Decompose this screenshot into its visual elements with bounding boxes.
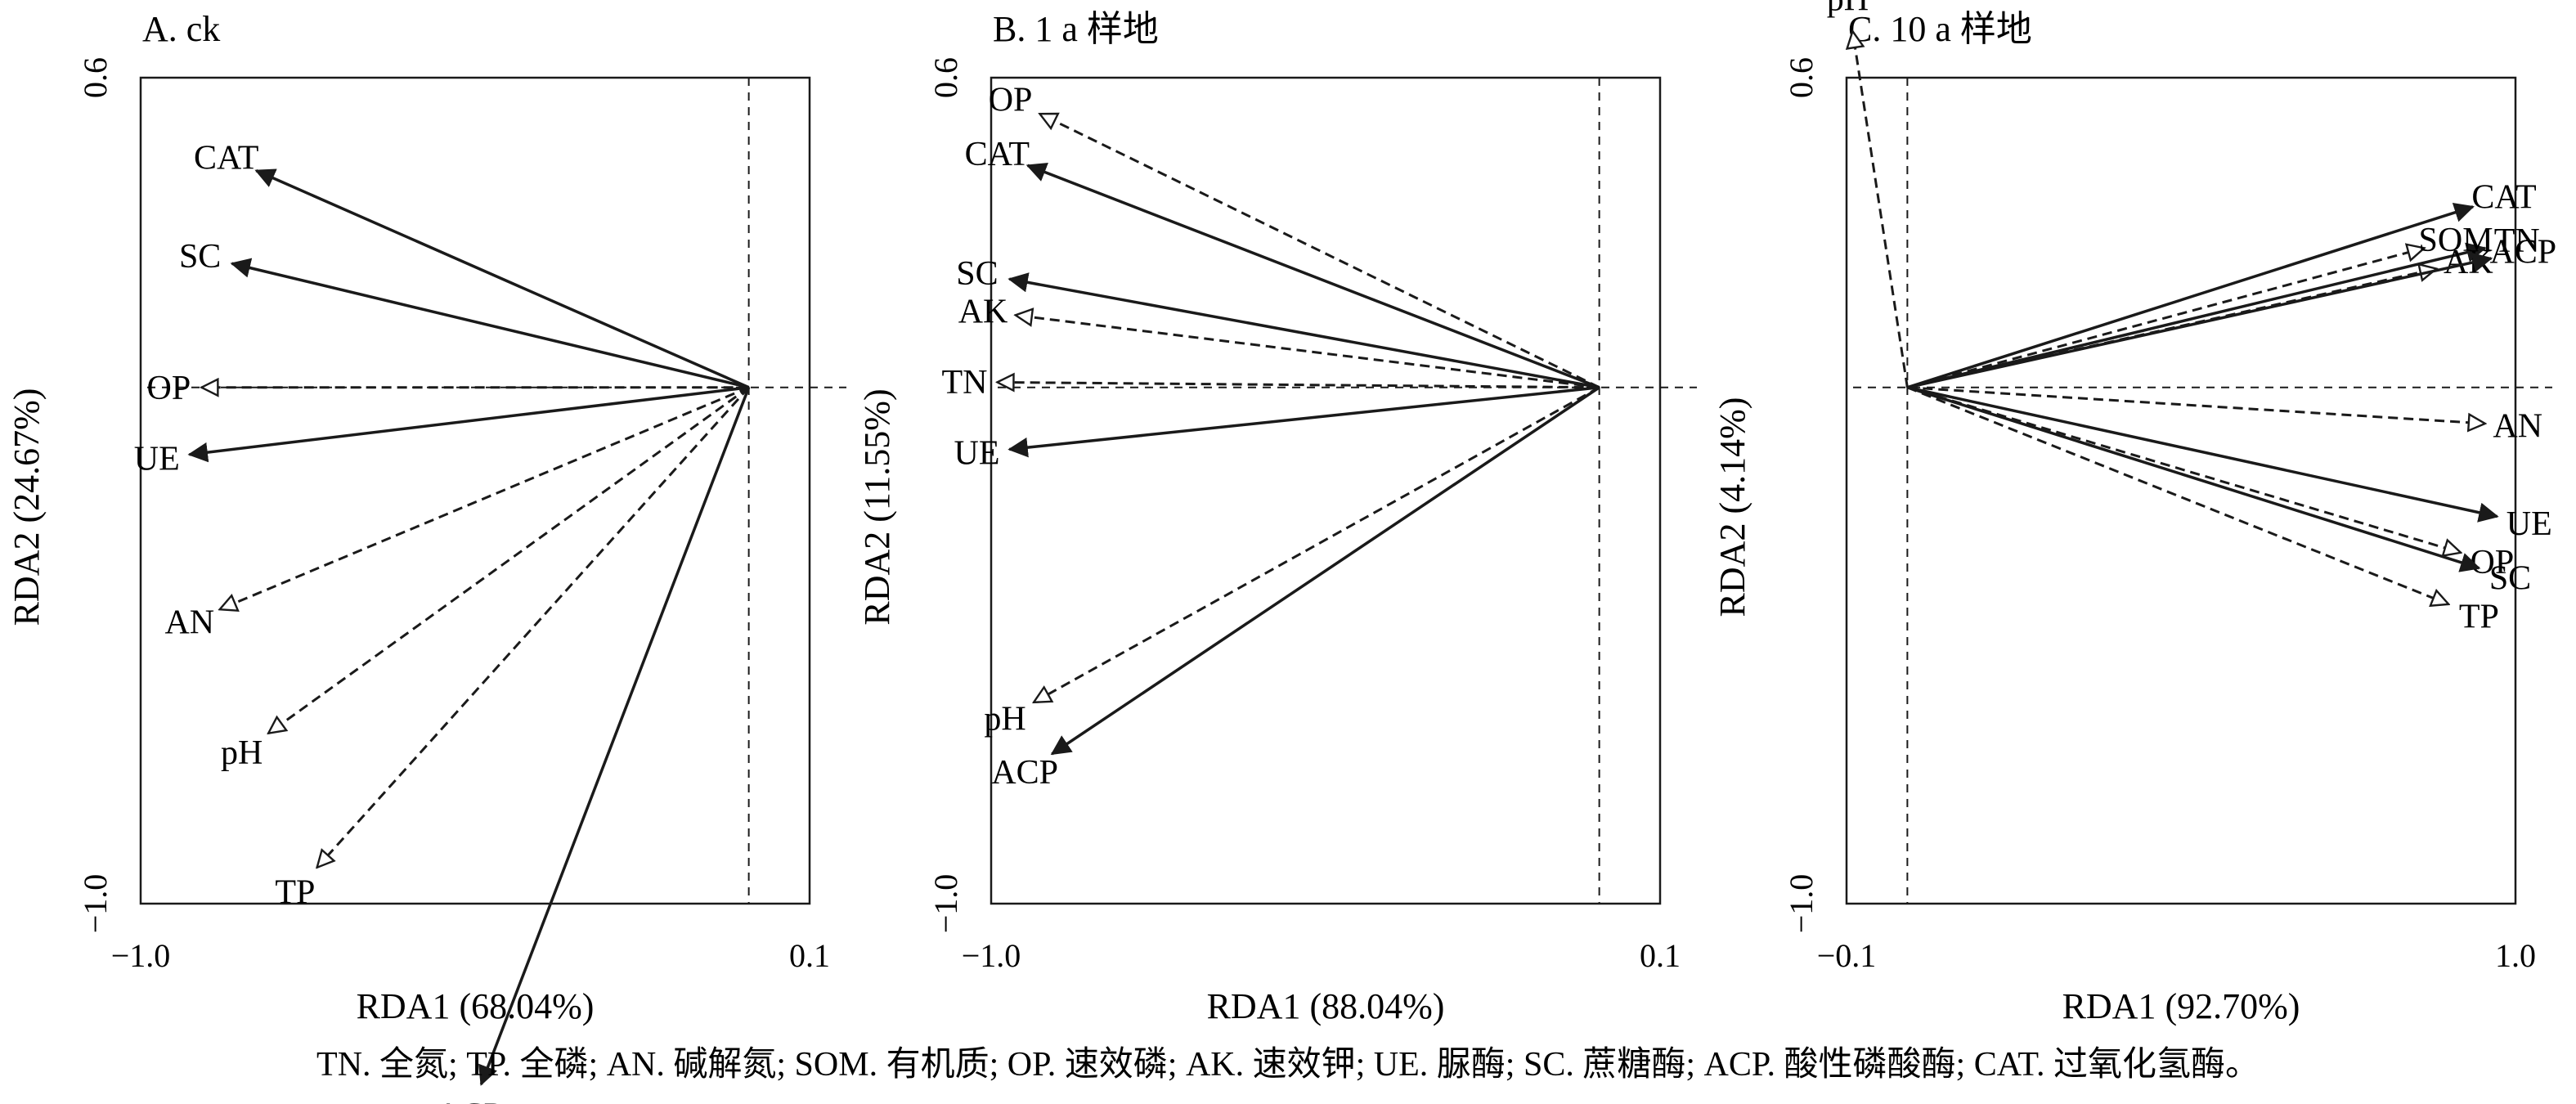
vector-ue [187, 386, 749, 463]
vector-label-tn: TN [941, 364, 987, 402]
vector-ph [1034, 386, 1600, 704]
y-axis-label: RDA2 (24.67%) [7, 388, 47, 626]
vector-label-sc: SC [2489, 560, 2531, 598]
vector-label-ph: pH [984, 700, 1025, 738]
x-tick-label: 0.1 [789, 937, 830, 974]
vector-label-cat: CAT [194, 140, 258, 177]
vector-label-op: OP [989, 82, 1033, 119]
x-tick-label: −1.0 [962, 937, 1021, 974]
x-tick-label: 0.1 [1640, 937, 1681, 974]
vector-tp [1906, 386, 2448, 604]
y-axis-label: RDA2 (11.55%) [857, 388, 897, 625]
vector-ph [1852, 31, 1909, 388]
vector-som [1906, 248, 2424, 389]
vector-sc [230, 258, 750, 389]
plot-frame [139, 76, 811, 905]
vector-label-tp: TP [2459, 599, 2499, 636]
y-tick-label: −1.0 [1783, 874, 1820, 934]
vector-acp [1906, 252, 2493, 389]
vector-label-sc: SC [956, 255, 998, 293]
vector-cat [254, 168, 750, 389]
y-tick-label: −1.0 [927, 874, 964, 934]
x-tick-label: −1.0 [111, 937, 171, 974]
vector-label-ue: UE [2506, 505, 2552, 543]
vector-ph [268, 386, 750, 734]
vector-label-sc: SC [179, 238, 221, 276]
vector-cat [1906, 202, 2475, 389]
vector-label-acp: ACP [436, 1097, 503, 1104]
vector-cat [1025, 163, 1600, 389]
vector-tn [997, 382, 1600, 387]
vector-label-op: OP [147, 370, 191, 407]
vector-label-cat: CAT [2471, 179, 2536, 217]
panel-title: A. ck [142, 9, 220, 49]
vector-label-cat: CAT [965, 136, 1030, 173]
vector-acp [1050, 386, 1600, 756]
y-tick-label: 0.6 [927, 57, 964, 98]
rda-panel-1: A. ck −1.0 0.1 0.6 −1.0 RDA1 (68.04%) RDA2 (24… [7, 9, 846, 1104]
rda-panel-3: C. 10 a 样地 −0.1 1.0 0.6 −1.0 RDA1 (92.70%) RDA… [1712, 0, 2556, 1026]
y-tick-label: 0.6 [77, 57, 114, 98]
x-axis-label: RDA1 (68.04%) [357, 986, 595, 1026]
vector-op [1906, 386, 2461, 553]
x-tick-label: 1.0 [2495, 937, 2536, 974]
vector-an [220, 386, 750, 609]
vector-ue [1906, 386, 2499, 523]
y-axis-label: RDA2 (4.14%) [1712, 397, 1752, 617]
vector-ue [1008, 386, 1600, 458]
vector-label-acp: ACP [991, 754, 1058, 792]
plot-frame [990, 76, 1662, 905]
y-tick-label: 0.6 [1783, 57, 1820, 98]
y-tick-label: −1.0 [77, 874, 114, 934]
vector-label-ue: UE [954, 435, 1000, 473]
vector-label-tn: TN [2494, 222, 2540, 260]
vector-ak [1016, 315, 1600, 389]
vector-acp [478, 387, 751, 1086]
vector-label-acp: ACP [2489, 233, 2556, 271]
plot-frame [1845, 76, 2517, 905]
vector-label-an: AN [164, 604, 214, 642]
vector-label-ph: pH [221, 734, 263, 772]
vector-label-ue: UE [134, 441, 180, 478]
panel-title: C. 10 a 样地 [1848, 9, 2032, 49]
vector-sc [1906, 386, 2481, 572]
figure-caption: TN. 全氮; TP. 全磷; AN. 碱解氮; SOM. 有机质; OP. 速… [316, 1045, 2260, 1084]
x-tick-label: −0.1 [1817, 937, 1877, 974]
vector-op [1039, 114, 1600, 389]
panel-title: B. 1 a 样地 [993, 9, 1159, 49]
vector-label-ak: AK [958, 293, 1008, 330]
vector-label-tp: TP [275, 874, 315, 912]
rda-panel-2: B. 1 a 样地 −1.0 0.1 0.6 −1.0 RDA1 (88.04%) RDA2… [857, 9, 1697, 1026]
vector-sc [1008, 272, 1600, 389]
vector-label-an: AN [2493, 407, 2542, 445]
vector-tp [317, 386, 750, 868]
vector-tn [1906, 242, 2487, 389]
x-axis-label: RDA1 (92.70%) [2062, 986, 2300, 1026]
vector-an [1907, 386, 2484, 424]
x-axis-label: RDA1 (88.04%) [1207, 986, 1445, 1026]
vector-label-ph: pH [1827, 0, 1869, 19]
